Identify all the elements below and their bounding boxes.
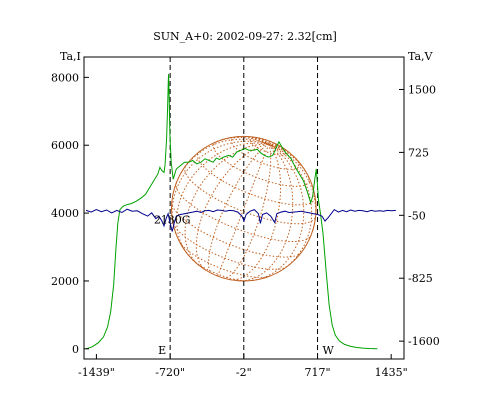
vline-label: W bbox=[323, 344, 335, 357]
right-tick-label: -825 bbox=[408, 272, 433, 285]
longitude-line bbox=[177, 138, 269, 180]
solar-disk bbox=[170, 135, 317, 282]
longitude-line bbox=[230, 143, 282, 281]
longitude-line bbox=[195, 143, 269, 271]
longitude-line bbox=[265, 139, 270, 145]
latitude-line bbox=[172, 223, 287, 270]
series-line bbox=[85, 73, 378, 350]
left-tick-label: 4000 bbox=[51, 207, 79, 220]
left-tick-label: 0 bbox=[72, 343, 79, 356]
longitude-line bbox=[217, 144, 270, 277]
longitude-line bbox=[268, 141, 271, 145]
x-tick-label: 1435" bbox=[375, 366, 408, 379]
longitude-line bbox=[252, 143, 305, 281]
series-line bbox=[85, 208, 396, 232]
left-tick-label: 6000 bbox=[51, 139, 79, 152]
right-tick-label: 1500 bbox=[408, 83, 436, 96]
latitude-line bbox=[171, 201, 302, 258]
series-layer bbox=[85, 73, 396, 350]
longitude-line bbox=[184, 143, 269, 267]
longitude-line bbox=[268, 143, 311, 181]
ticks: 0 2000 4000 6000 8000 1500 725 -50 -825 -1600 -143… bbox=[51, 71, 440, 379]
longitude-line bbox=[171, 140, 269, 234]
chart-title: SUN_A+0: 2002-09-27: 2.32[cm] bbox=[153, 30, 337, 43]
latitude-line bbox=[230, 136, 300, 170]
x-tick-label: -2" bbox=[236, 366, 252, 379]
x-tick-label: -720" bbox=[155, 366, 185, 379]
right-axis-label: Ta,V bbox=[408, 50, 434, 63]
longitude-line bbox=[213, 137, 270, 145]
longitude-line bbox=[176, 142, 269, 257]
longitude-line bbox=[238, 143, 294, 282]
longitude-line bbox=[268, 143, 287, 151]
left-axis-label: Ta,I bbox=[60, 50, 81, 63]
annotation-label: 2130G bbox=[154, 213, 191, 226]
right-tick-label: -50 bbox=[408, 209, 426, 222]
vline-label: E bbox=[158, 344, 166, 357]
right-tick-label: 725 bbox=[408, 146, 429, 159]
left-tick-label: 8000 bbox=[51, 71, 79, 84]
x-tick-label: -1439" bbox=[78, 366, 115, 379]
longitude-line bbox=[223, 144, 272, 279]
left-tick-label: 2000 bbox=[51, 275, 79, 288]
annotations: 2130G bbox=[154, 213, 191, 226]
longitude-line bbox=[268, 142, 275, 145]
longitude-line bbox=[207, 143, 270, 275]
x-tick-label: 717" bbox=[305, 366, 331, 379]
latitude-line bbox=[184, 166, 316, 225]
right-tick-label: -1600 bbox=[408, 335, 440, 348]
latitude-line bbox=[191, 259, 248, 282]
longitude-line bbox=[268, 143, 313, 274]
